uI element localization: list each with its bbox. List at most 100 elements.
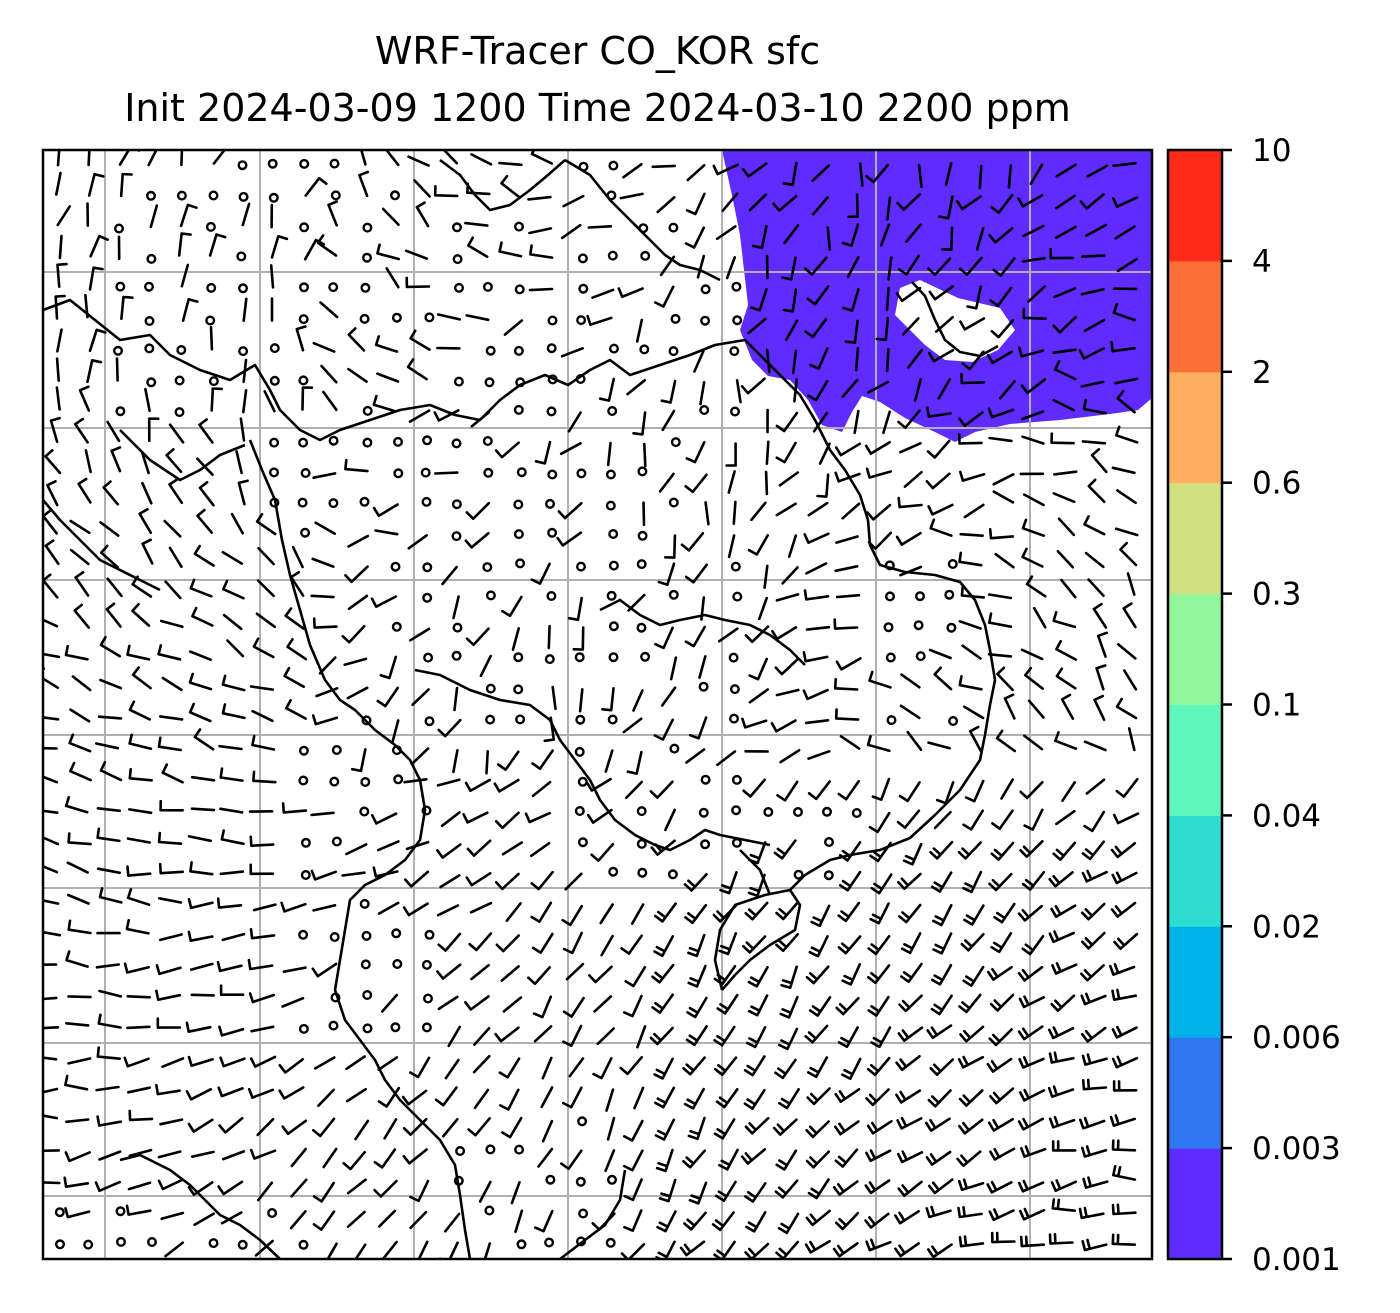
wind-barb (684, 625, 706, 648)
calm-wind-marker (329, 932, 340, 943)
calm-wind-marker (547, 527, 558, 538)
wind-barb (157, 644, 182, 661)
wind-barb (1109, 963, 1136, 976)
calm-wind-marker (143, 281, 154, 292)
calm-wind-marker (482, 562, 493, 573)
calm-wind-marker (731, 281, 742, 292)
calm-wind-marker (390, 561, 401, 572)
wind-barb (269, 264, 275, 289)
wind-barb (404, 870, 430, 888)
wind-barb (643, 442, 647, 468)
wind-barb (968, 725, 982, 752)
wind-barb (126, 995, 152, 999)
calm-wind-marker (205, 221, 216, 232)
wind-barb (284, 607, 305, 630)
wind-barb (187, 1118, 214, 1133)
wind-barb (43, 1087, 59, 1094)
wind-barb (73, 603, 90, 629)
colorbar-tick-label: 0.001 (1252, 1242, 1341, 1278)
wind-barb (560, 223, 582, 240)
wind-barb (805, 965, 830, 985)
calm-wind-marker (422, 562, 433, 573)
calm-wind-marker (730, 406, 741, 417)
calm-wind-marker (547, 374, 558, 385)
calm-wind-marker (546, 406, 557, 417)
wind-barb (685, 192, 706, 216)
wind-barb (842, 288, 860, 312)
wind-barb (55, 357, 60, 382)
wind-barb (642, 501, 646, 526)
calm-wind-marker (328, 282, 339, 293)
wind-barb (958, 433, 983, 445)
wind-barb (833, 678, 859, 691)
wind-barb (99, 521, 120, 537)
wind-barb (473, 1088, 490, 1110)
calm-wind-marker (576, 315, 587, 326)
colorbar-segment (1168, 926, 1222, 1038)
wind-barb (619, 1055, 644, 1076)
wind-barb (344, 458, 369, 473)
wind-barb (179, 203, 198, 228)
wind-barb (833, 618, 859, 630)
wind-barb (1082, 398, 1107, 415)
wind-barb (988, 1028, 1013, 1047)
wind-barb (654, 1118, 676, 1141)
calm-wind-marker (728, 652, 739, 663)
wind-barb (956, 1150, 982, 1168)
wind-barb (185, 1021, 212, 1033)
wind-barb (311, 557, 335, 568)
wind-barb (564, 872, 583, 891)
wind-barb (721, 192, 739, 212)
wind-barb (944, 162, 953, 186)
wind-barb (68, 733, 92, 753)
wind-barb (372, 394, 397, 413)
wind-barb (312, 472, 337, 479)
wind-barb (832, 1242, 859, 1258)
wind-barb (865, 1238, 892, 1252)
wind-barb (376, 243, 400, 261)
wind-barb (270, 235, 289, 259)
colorbar-tick-label: 0.6 (1252, 466, 1301, 502)
wind-barb (44, 449, 62, 475)
calm-wind-marker (174, 375, 185, 386)
wind-barb (715, 225, 737, 241)
wind-barb (155, 1083, 181, 1096)
wind-barb (775, 901, 800, 921)
wind-barb (793, 378, 798, 403)
wind-barb (740, 1148, 767, 1165)
colorbar-tick-label: 10 (1252, 133, 1291, 169)
calm-wind-marker (423, 652, 434, 663)
wind-barb (84, 449, 92, 474)
wind-barb (125, 918, 150, 935)
wind-barb (930, 871, 953, 893)
wind-barb (791, 349, 798, 375)
wind-barb (870, 873, 893, 895)
wind-barb (559, 442, 582, 456)
calm-wind-marker (455, 1145, 466, 1156)
wind-barb (630, 903, 645, 925)
wind-barb (656, 1210, 677, 1233)
wind-barb (191, 606, 214, 627)
wind-barb (164, 580, 182, 600)
calm-wind-marker (362, 437, 373, 448)
wind-barb (989, 286, 1013, 308)
wind-barb (168, 546, 183, 569)
wind-barb (256, 1117, 275, 1137)
wind-barb (189, 962, 214, 971)
wind-barb (541, 1119, 554, 1143)
wind-barb (1081, 1145, 1108, 1158)
calm-wind-marker (420, 467, 431, 478)
calm-wind-marker (54, 1207, 65, 1218)
wind-barb (657, 562, 676, 586)
wind-barb (927, 257, 952, 276)
wind-barb (483, 1242, 492, 1259)
wind-barb (962, 965, 985, 987)
calm-wind-marker (269, 467, 280, 478)
wind-barb (1079, 1116, 1106, 1130)
wind-barb (115, 357, 119, 382)
wind-barb (156, 1017, 182, 1029)
wind-barb (537, 1147, 554, 1168)
wind-barb (988, 528, 1015, 540)
wind-barb (653, 718, 674, 741)
wind-barb (869, 902, 890, 925)
